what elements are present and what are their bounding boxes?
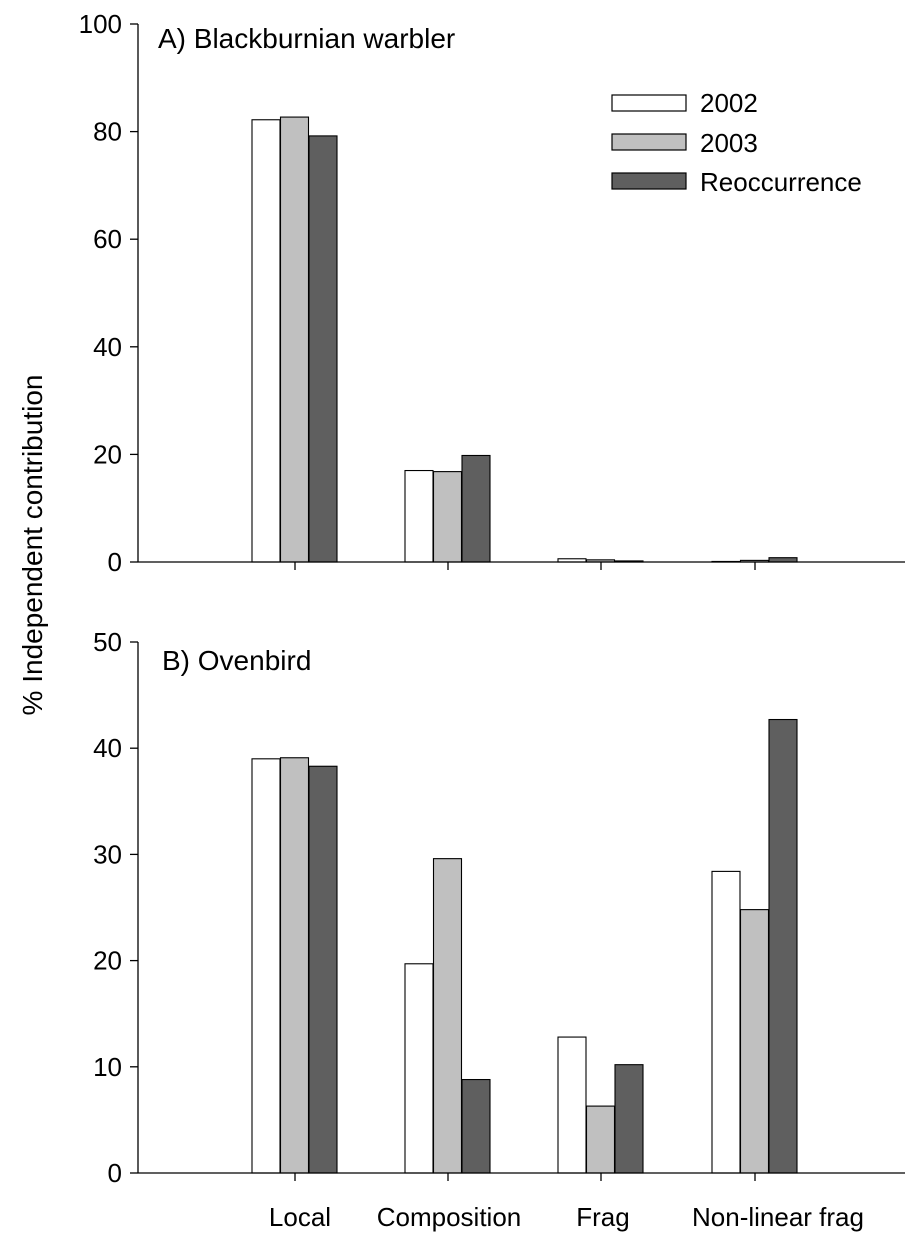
panel-b-bar-reoccurrence-local: [308, 765, 338, 1174]
legend: 2002 2003 Reoccurrence: [611, 88, 862, 197]
panel-b-bar-2002-local: [251, 758, 281, 1174]
panel-a-y-tick-label: 20: [93, 439, 122, 469]
category-label-non-linear-frag: Non-linear frag: [692, 1202, 864, 1232]
panel-b-y-tick-label: 30: [93, 839, 122, 869]
panel-b-bar-reoccurrence-non-linear-frag: [768, 718, 798, 1174]
panel-a-title: A) Blackburnian warbler: [158, 23, 455, 54]
category-label-local: Local: [269, 1202, 331, 1232]
panel-b-bar-2002-non-linear-frag: [711, 870, 741, 1174]
panel-a-y-tick-label: 40: [93, 332, 122, 362]
category-label-composition: Composition: [377, 1202, 522, 1232]
category-labels: Local Composition Frag Non-linear frag: [269, 1202, 864, 1232]
panel-b-bar-2003-frag: [585, 1105, 616, 1174]
panel-a-y-tick-label: 0: [108, 547, 122, 577]
panel-a-bar-2002-composition: [404, 469, 434, 563]
legend-label-reoccurrence: Reoccurrence: [700, 167, 862, 197]
panel-a-bar-2003-composition: [432, 471, 463, 563]
panel-b-bar-2003-composition: [432, 858, 463, 1174]
panel-b-bar-2002-composition: [404, 963, 434, 1174]
legend-swatch-2002: [611, 94, 687, 112]
panel-a-y-tick-label: 60: [93, 224, 122, 254]
panel-b-bar-2002-frag: [557, 1036, 587, 1174]
panel-b-y-tick-label: 10: [93, 1052, 122, 1082]
panel-a-bar-reoccurrence-composition: [461, 454, 491, 563]
legend-swatch-reoccurrence: [611, 172, 687, 190]
panel-a-y-tick-label: 80: [93, 117, 122, 147]
y-axis-label: % Independent contribution: [17, 375, 48, 716]
panel-b-y-tick-label: 40: [93, 733, 122, 763]
legend-label-2002: 2002: [700, 88, 758, 118]
panel-b-bar-2003-non-linear-frag: [739, 909, 770, 1174]
legend-label-2003: 2003: [700, 128, 758, 158]
panel-a-bar-reoccurrence-local: [308, 135, 338, 563]
panel-a: A) Blackburnian warbler 2002 2003 Reoccu…: [79, 9, 905, 577]
panel-b-y-tick-label: 20: [93, 946, 122, 976]
panel-b-bar-2003-local: [279, 757, 310, 1174]
panel-b-y-tick-label: 0: [108, 1158, 122, 1188]
panel-b-bar-reoccurrence-composition: [461, 1078, 491, 1174]
legend-swatch-2003: [611, 133, 687, 151]
panel-a-y-tick-label: 100: [79, 9, 122, 39]
category-label-frag: Frag: [576, 1202, 629, 1232]
panel-b-title: B) Ovenbird: [162, 645, 311, 676]
panel-b: B) Ovenbird 0 10 20 30 40 50: [93, 627, 905, 1188]
panel-b-y-tick-label: 50: [93, 627, 122, 657]
panel-a-bar-2002-local: [251, 119, 281, 563]
panel-b-bar-reoccurrence-frag: [614, 1064, 644, 1174]
panel-a-bar-2003-local: [279, 116, 310, 563]
